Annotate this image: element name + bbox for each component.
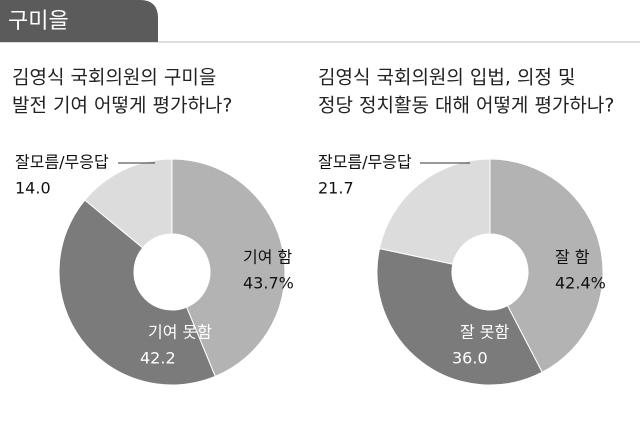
category-label: 잘모름/무응답 [15, 153, 109, 172]
category-label: 잘모름/무응답 [318, 153, 412, 172]
value-label: 42.2 [140, 349, 176, 368]
value-label: 21.7 [318, 179, 354, 198]
value-label: 14.0 [15, 179, 51, 198]
category-label: 잘 함 [555, 248, 590, 267]
donut-slice [376, 247, 543, 386]
category-label: 기여 못함 [148, 323, 212, 342]
donut-slice [84, 158, 173, 249]
chart-title: 김영식 국회의원의 입법, 의정 및 [318, 67, 575, 89]
value-label: 36.0 [452, 349, 488, 368]
value-label: 42.4% [555, 274, 606, 293]
category-label: 잘 못함 [460, 323, 510, 342]
donut-slice [58, 199, 216, 386]
chart-title: 발전 기여 어떻게 평가하나? [12, 95, 232, 117]
donut-slice [489, 158, 604, 373]
category-label: 기여 함 [243, 248, 293, 267]
donut-slice [171, 158, 286, 378]
header-title: 구미을 [8, 9, 69, 34]
value-label: 43.7% [243, 274, 294, 293]
chart-title: 정당 정치활동 대해 어떻게 평가하나? [318, 95, 614, 117]
header-tab [0, 0, 158, 42]
chart-title: 김영식 국회의원의 구미을 [12, 67, 216, 89]
donut-slice [378, 158, 491, 265]
